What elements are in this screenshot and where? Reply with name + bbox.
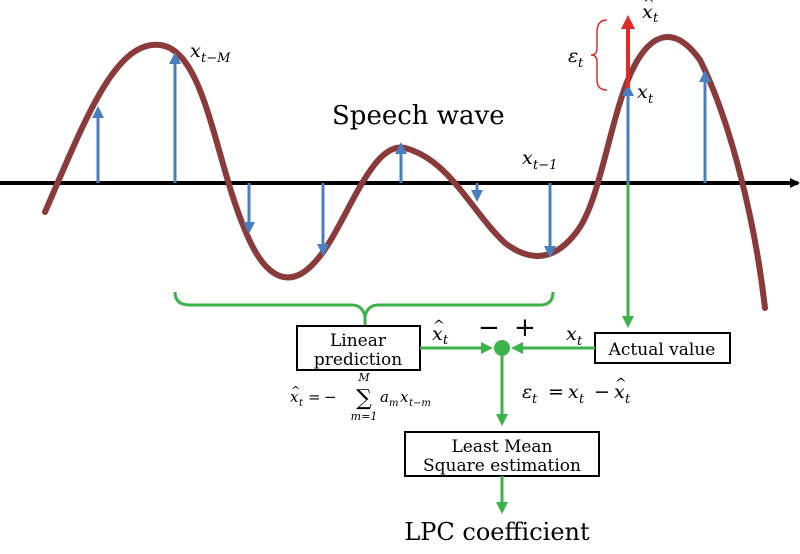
svg-text:=: = [548, 381, 564, 403]
svg-text:^: ^ [643, 0, 655, 12]
svg-text:x: x [566, 323, 577, 345]
svg-text:ε: ε [522, 381, 532, 403]
svg-text:x: x [522, 147, 533, 169]
error-bracket [590, 19, 608, 91]
linear-prediction-label-line1: Linear [330, 331, 387, 351]
svg-text:x: x [190, 40, 201, 62]
svg-text:t: t [443, 333, 449, 348]
svg-text:t: t [299, 398, 304, 409]
svg-text:t: t [579, 392, 585, 407]
lms-box [404, 431, 600, 477]
svg-text:m: m [389, 398, 398, 409]
svg-text:t: t [532, 392, 538, 407]
svg-text:t−m: t−m [409, 398, 431, 409]
label-x-hat-t-top: x ^ t [642, 0, 659, 26]
error-equation: ε t = x t − x ^ t [522, 376, 631, 407]
svg-text:t: t [577, 334, 583, 349]
linear-prediction-label-line2: prediction [314, 350, 402, 370]
svg-text:x: x [642, 1, 653, 23]
label-x-t-flow: x t [566, 323, 583, 349]
svg-text:M: M [357, 371, 370, 384]
svg-text:m=1: m=1 [351, 410, 378, 423]
svg-text:t−1: t−1 [533, 158, 557, 173]
minus-sign: − [478, 313, 500, 343]
lms-label-line2: Square estimation [423, 456, 581, 476]
svg-text:x: x [637, 81, 648, 103]
prediction-equation: x ^ t = − M ∑ m=1 a m x t−m [290, 371, 431, 423]
lms-label-line1: Least Mean [452, 437, 553, 457]
output-label: LPC coefficient [404, 518, 590, 546]
summing-node [494, 340, 510, 356]
svg-text:x: x [400, 388, 409, 406]
svg-text:t−M: t−M [201, 51, 231, 66]
svg-text:x: x [290, 388, 299, 406]
svg-text:x: x [568, 381, 579, 403]
svg-text:−: − [324, 388, 337, 406]
label-x-t-minus-M: x t−M [190, 40, 231, 66]
svg-text:^: ^ [615, 376, 627, 392]
svg-text:t: t [648, 92, 654, 107]
speech-wave-curve [42, 34, 768, 311]
label-eps-t: ε t [568, 45, 584, 71]
svg-text:t: t [653, 11, 659, 26]
label-x-hat-t-flow: x ^ t [432, 318, 449, 348]
svg-text:x: x [432, 323, 443, 345]
label-x-t-sample: x t [637, 81, 654, 107]
label-x-t-minus-1: x t−1 [522, 147, 557, 173]
svg-text:t: t [578, 56, 584, 71]
svg-text:∑: ∑ [356, 386, 372, 411]
svg-text:^: ^ [291, 384, 300, 397]
svg-text:=: = [308, 388, 321, 406]
svg-text:ε: ε [568, 45, 578, 67]
svg-text:x: x [614, 381, 625, 403]
svg-text:a: a [380, 388, 389, 406]
actual-value-label: Actual value [608, 340, 716, 360]
svg-text:^: ^ [433, 318, 445, 334]
speech-wave-title: Speech wave [332, 101, 505, 131]
svg-text:−: − [594, 381, 610, 403]
svg-text:t: t [625, 392, 631, 407]
plus-sign: + [514, 313, 536, 343]
